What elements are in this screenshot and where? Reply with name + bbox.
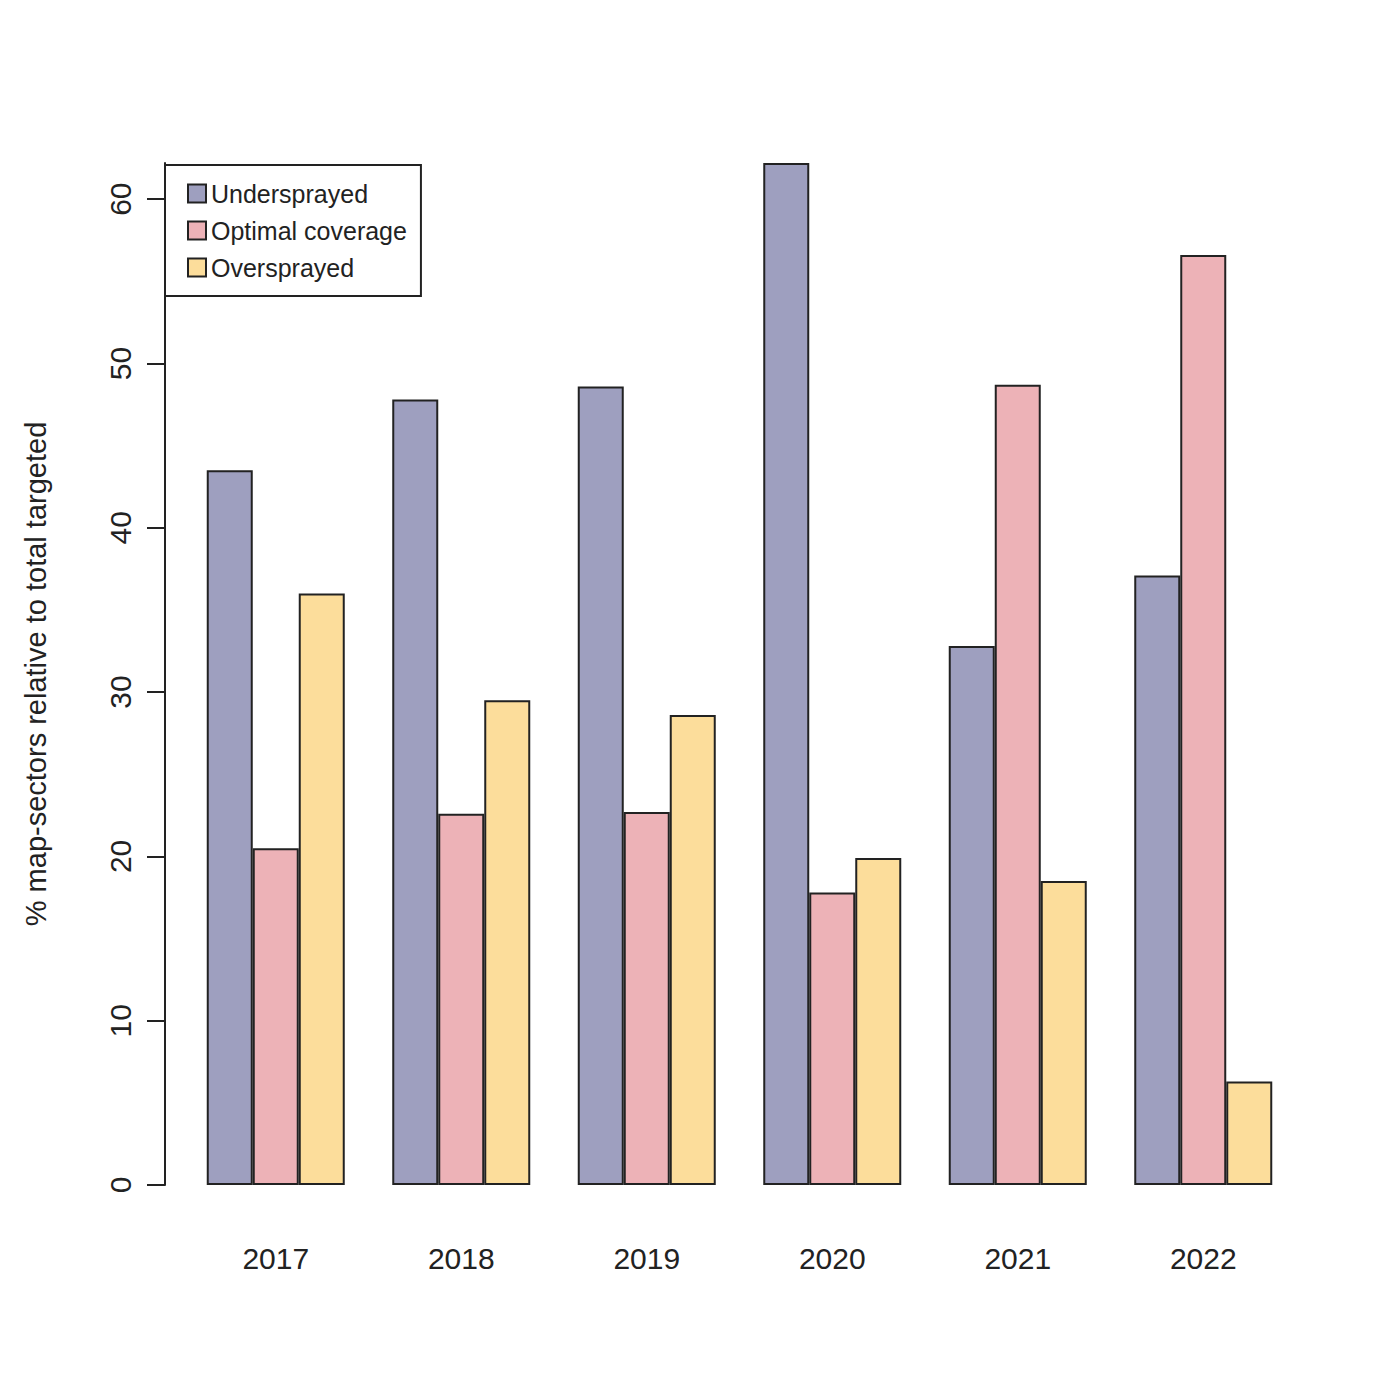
svg-text:2020: 2020 [799, 1242, 866, 1275]
svg-text:2022: 2022 [1170, 1242, 1237, 1275]
svg-text:% map-sectors relative to tota: % map-sectors relative to total targeted [20, 422, 52, 927]
svg-text:Optimal coverage: Optimal coverage [211, 217, 407, 245]
svg-text:Oversprayed: Oversprayed [211, 254, 354, 282]
svg-text:2021: 2021 [984, 1242, 1051, 1275]
svg-text:20: 20 [104, 840, 137, 873]
svg-text:40: 40 [104, 511, 137, 544]
svg-text:2018: 2018 [428, 1242, 495, 1275]
svg-text:50: 50 [104, 347, 137, 380]
svg-text:0: 0 [104, 1177, 137, 1194]
svg-text:2017: 2017 [242, 1242, 309, 1275]
svg-text:Undersprayed: Undersprayed [211, 180, 368, 208]
svg-text:30: 30 [104, 675, 137, 708]
svg-text:60: 60 [104, 182, 137, 215]
svg-text:2019: 2019 [613, 1242, 680, 1275]
svg-text:10: 10 [104, 1004, 137, 1037]
